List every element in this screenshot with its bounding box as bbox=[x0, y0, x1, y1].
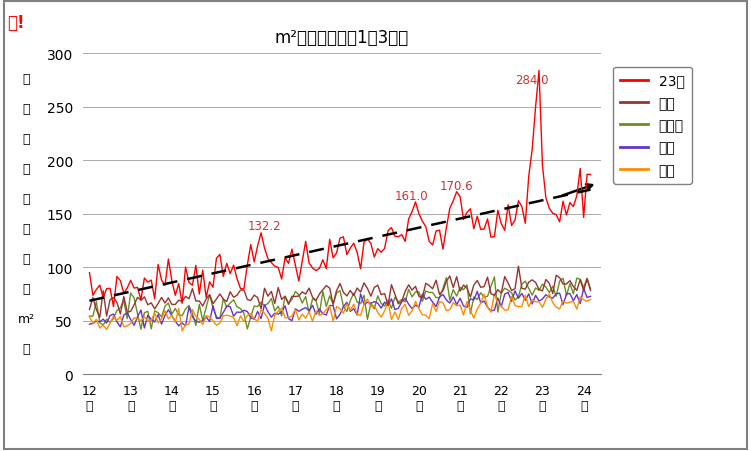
都下 bbox=[363, 286, 372, 291]
Text: マ!: マ! bbox=[8, 14, 25, 32]
神奈川 bbox=[363, 317, 372, 322]
Text: 132.2: 132.2 bbox=[247, 219, 281, 232]
千葉 bbox=[246, 311, 255, 316]
神奈川 bbox=[435, 295, 444, 301]
Title: m²単価の推移（1都3県）: m²単価の推移（1都3県） bbox=[275, 29, 409, 47]
23区 bbox=[586, 172, 595, 178]
都下 bbox=[249, 293, 258, 298]
埼玉 bbox=[85, 322, 94, 327]
23区 bbox=[476, 227, 485, 233]
23区 bbox=[249, 259, 258, 265]
23区 bbox=[483, 217, 492, 222]
千葉 bbox=[267, 328, 276, 334]
都下 bbox=[514, 264, 523, 269]
23区 bbox=[109, 304, 118, 310]
千葉 bbox=[483, 305, 492, 310]
神奈川 bbox=[137, 327, 146, 332]
Text: 284.0: 284.0 bbox=[515, 74, 548, 87]
都下 bbox=[222, 299, 231, 304]
埼玉 bbox=[435, 295, 444, 300]
Text: （: （ bbox=[23, 193, 30, 206]
神奈川 bbox=[85, 313, 94, 319]
Line: 都下: 都下 bbox=[89, 267, 590, 318]
千葉 bbox=[586, 297, 595, 303]
Line: 23区: 23区 bbox=[89, 71, 590, 307]
Text: ／: ／ bbox=[23, 282, 30, 295]
千葉 bbox=[85, 314, 94, 319]
埼玉 bbox=[579, 286, 588, 292]
Text: 万: 万 bbox=[23, 223, 30, 236]
都下 bbox=[85, 307, 94, 313]
千葉 bbox=[363, 297, 372, 302]
神奈川 bbox=[222, 305, 231, 310]
Legend: 23区, 都下, 神奈川, 埼玉, 千葉: 23区, 都下, 神奈川, 埼玉, 千葉 bbox=[613, 68, 692, 184]
Text: 売: 売 bbox=[23, 103, 30, 116]
23区 bbox=[435, 228, 444, 233]
Text: ）: ） bbox=[23, 342, 30, 355]
千葉 bbox=[490, 291, 499, 297]
埼玉 bbox=[140, 326, 149, 331]
都下 bbox=[435, 292, 444, 297]
神奈川 bbox=[249, 304, 258, 309]
Line: 埼玉: 埼玉 bbox=[89, 289, 590, 328]
Line: 神奈川: 神奈川 bbox=[89, 277, 590, 330]
Text: 単: 単 bbox=[23, 133, 30, 146]
埼玉 bbox=[363, 300, 372, 305]
Line: 千葉: 千葉 bbox=[89, 294, 590, 331]
埼玉 bbox=[586, 294, 595, 299]
神奈川 bbox=[476, 290, 485, 296]
千葉 bbox=[219, 313, 228, 319]
23区 bbox=[85, 270, 94, 276]
都下 bbox=[95, 315, 104, 320]
23区 bbox=[222, 261, 231, 267]
Text: 価: 価 bbox=[23, 163, 30, 176]
23区 bbox=[535, 69, 544, 74]
Text: 円: 円 bbox=[23, 253, 30, 266]
千葉 bbox=[435, 299, 444, 305]
23区 bbox=[363, 237, 372, 242]
Text: 170.6: 170.6 bbox=[439, 179, 473, 193]
神奈川 bbox=[490, 275, 499, 280]
埼玉 bbox=[249, 317, 258, 322]
都下 bbox=[476, 285, 485, 290]
Text: 発: 発 bbox=[23, 73, 30, 86]
埼玉 bbox=[483, 305, 492, 310]
都下 bbox=[483, 275, 492, 280]
Text: 161.0: 161.0 bbox=[395, 189, 429, 202]
Text: m²: m² bbox=[18, 313, 35, 325]
神奈川 bbox=[483, 294, 492, 299]
埼玉 bbox=[222, 304, 231, 309]
神奈川 bbox=[586, 286, 595, 292]
埼玉 bbox=[476, 300, 485, 306]
都下 bbox=[586, 288, 595, 294]
千葉 bbox=[476, 301, 485, 306]
